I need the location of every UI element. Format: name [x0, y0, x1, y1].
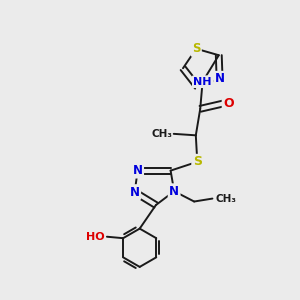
Text: N: N	[214, 72, 225, 85]
Text: N: N	[133, 164, 142, 177]
Text: CH₃: CH₃	[216, 194, 237, 204]
Text: CH₃: CH₃	[151, 129, 172, 139]
Text: S: S	[192, 42, 200, 55]
Text: NH: NH	[193, 77, 212, 87]
Text: O: O	[223, 97, 234, 110]
Text: HO: HO	[86, 232, 105, 242]
Text: N: N	[130, 186, 140, 199]
Text: S: S	[193, 155, 202, 168]
Text: N: N	[169, 185, 179, 198]
